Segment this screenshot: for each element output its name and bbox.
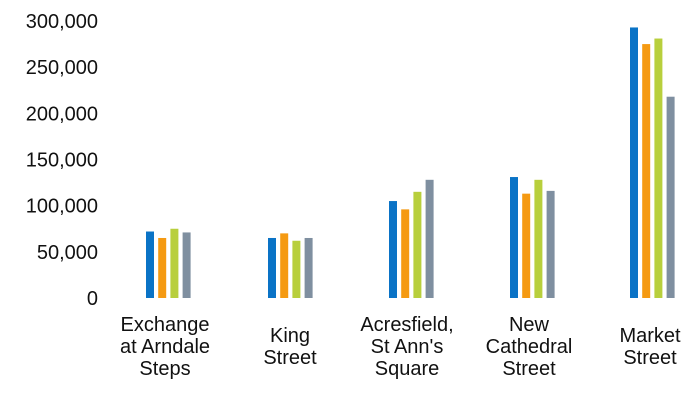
bar-series-4-category-3 bbox=[425, 179, 434, 298]
x-category-label-line: at Arndale bbox=[120, 336, 210, 358]
bar-series-3-category-4 bbox=[534, 179, 543, 298]
x-category-label-line: Steps bbox=[139, 358, 190, 380]
x-category-label-line: Cathedral bbox=[486, 336, 573, 358]
bars-layer bbox=[146, 27, 675, 299]
x-category-label-line: King bbox=[270, 325, 310, 347]
x-category-label: Market Street bbox=[619, 325, 681, 369]
bar-series-4-category-2 bbox=[304, 237, 313, 298]
bar-series-1-category-3 bbox=[389, 201, 397, 298]
x-category-label-line: Exchange bbox=[121, 314, 210, 336]
y-tick-label: 50,000 bbox=[37, 242, 98, 264]
bar-series-3-category-3 bbox=[413, 191, 422, 298]
bar-series-3-category-2 bbox=[292, 240, 301, 298]
bar-series-2-category-1 bbox=[158, 237, 167, 298]
y-tick-label: 200,000 bbox=[26, 103, 98, 125]
y-tick-label: 150,000 bbox=[26, 150, 98, 172]
y-tick-label: 250,000 bbox=[26, 57, 98, 79]
bar-series-4-category-5 bbox=[666, 96, 675, 299]
y-tick-label: 100,000 bbox=[26, 196, 98, 218]
y-axis-ticks: 300,000 250,000 200,000 150,000 100,000 50,00… bbox=[26, 11, 98, 310]
x-category-label-line: Street bbox=[623, 347, 677, 369]
x-category-label: King Street bbox=[263, 325, 317, 369]
x-category-label-line: Acresfield, bbox=[360, 314, 453, 336]
x-category-label-line: New bbox=[509, 314, 550, 336]
y-tick-label: 300,000 bbox=[26, 11, 98, 33]
x-category-label: Exchange at Arndale Steps bbox=[120, 314, 210, 380]
bar-series-4-category-1 bbox=[182, 232, 191, 298]
bar-series-2-category-5 bbox=[642, 44, 651, 298]
bar-series-1-category-2 bbox=[268, 237, 276, 298]
x-category-label-line: Street bbox=[263, 347, 317, 369]
x-category-label-line: Street bbox=[502, 358, 556, 380]
bar-series-3-category-1 bbox=[170, 228, 179, 298]
bar-series-2-category-3 bbox=[401, 209, 410, 298]
x-category-label: New Cathedral Street bbox=[486, 314, 573, 380]
y-tick-label: 0 bbox=[87, 288, 98, 310]
bar-series-4-category-4 bbox=[546, 190, 555, 298]
bar-series-2-category-4 bbox=[522, 193, 531, 298]
bar-series-2-category-2 bbox=[280, 233, 289, 298]
bar-series-3-category-5 bbox=[654, 38, 663, 298]
bar-series-1-category-4 bbox=[510, 177, 518, 298]
x-category-label-line: Market bbox=[619, 325, 681, 347]
x-category-label-line: St Ann's bbox=[371, 336, 444, 358]
x-category-label: Acresfield, St Ann's Square bbox=[360, 314, 453, 380]
bar-series-1-category-1 bbox=[146, 231, 154, 298]
bar-series-1-category-5 bbox=[630, 27, 638, 299]
x-category-label-line: Square bbox=[375, 358, 440, 380]
